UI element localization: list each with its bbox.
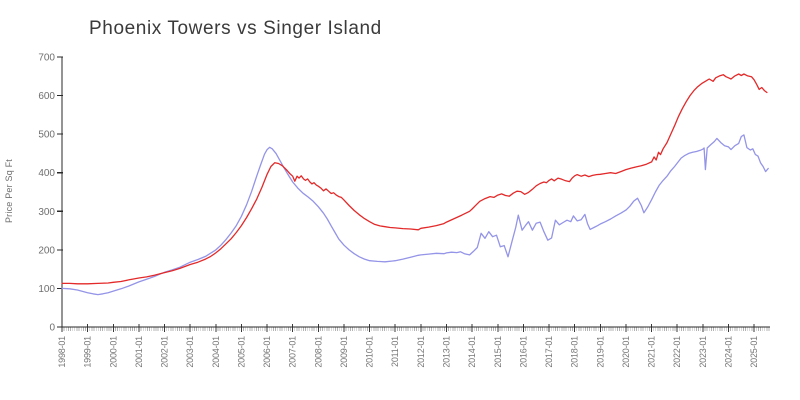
x-tick-label: 2001-01 [134,336,144,368]
x-tick-label: 2004-01 [211,336,221,368]
y-tick-label: 100 [38,284,55,295]
y-tick-label: 500 [38,130,55,141]
x-tick-label: 2012-01 [416,336,426,368]
x-tick-label: 2018-01 [570,336,580,368]
x-tick-label: 2014-01 [467,336,477,368]
x-tick-label: 2009-01 [339,336,349,368]
x-tick-label: 2017-01 [544,336,554,368]
x-tick-label: 2024-01 [723,336,733,368]
y-tick-label: 700 [38,53,55,64]
x-tick-label: 2010-01 [365,336,375,368]
x-tick-label: 2023-01 [698,336,708,368]
singer-island-line [61,134,769,296]
x-tick-label: 1998-01 [57,336,67,368]
x-tick-label: 2021-01 [647,336,657,368]
x-tick-label: 2007-01 [288,336,298,368]
x-tick-label: 2008-01 [313,336,323,368]
y-tick-label: 300 [38,207,55,218]
y-tick-label: 200 [38,245,55,256]
y-tick-label: 400 [38,168,55,179]
x-tick-label: 2022-01 [672,336,682,368]
phoenix-towers-line [61,73,768,285]
x-tick-label: 2013-01 [442,336,452,368]
x-tick-label: 2002-01 [160,336,170,368]
y-tick-label: 0 [49,323,55,334]
x-tick-label: 2006-01 [262,336,272,368]
x-tick-label: 1999-01 [83,336,93,368]
x-tick-label: 2003-01 [185,336,195,368]
x-tick-label: 2000-01 [108,336,118,368]
x-tick-label: 2015-01 [493,336,503,368]
x-tick-label: 2005-01 [236,336,246,368]
x-tick-label: 2019-01 [595,336,605,368]
x-tick-label: 2020-01 [621,336,631,368]
x-tick-label: 2011-01 [390,336,400,367]
x-tick-label: 2016-01 [518,336,528,368]
x-tick-label: 2025-01 [749,336,759,368]
y-tick-label: 600 [38,91,55,102]
chart-title: Phoenix Towers vs Singer Island [89,18,382,39]
